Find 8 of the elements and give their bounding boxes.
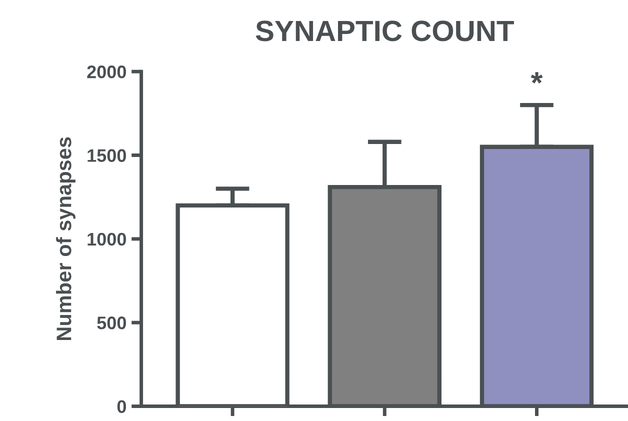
y-tick-label: 2000 bbox=[87, 66, 126, 78]
y-tick-label: 500 bbox=[97, 316, 126, 330]
y-tick-label: 0 bbox=[117, 400, 126, 413]
chart-title: SYNAPTIC COUNT bbox=[256, 20, 514, 42]
y-tick-label: 1000 bbox=[88, 232, 126, 246]
annotation: * bbox=[530, 72, 543, 84]
y-tick-label: 1500 bbox=[88, 149, 126, 162]
y-axis-title: Number of synapses bbox=[56, 137, 76, 340]
